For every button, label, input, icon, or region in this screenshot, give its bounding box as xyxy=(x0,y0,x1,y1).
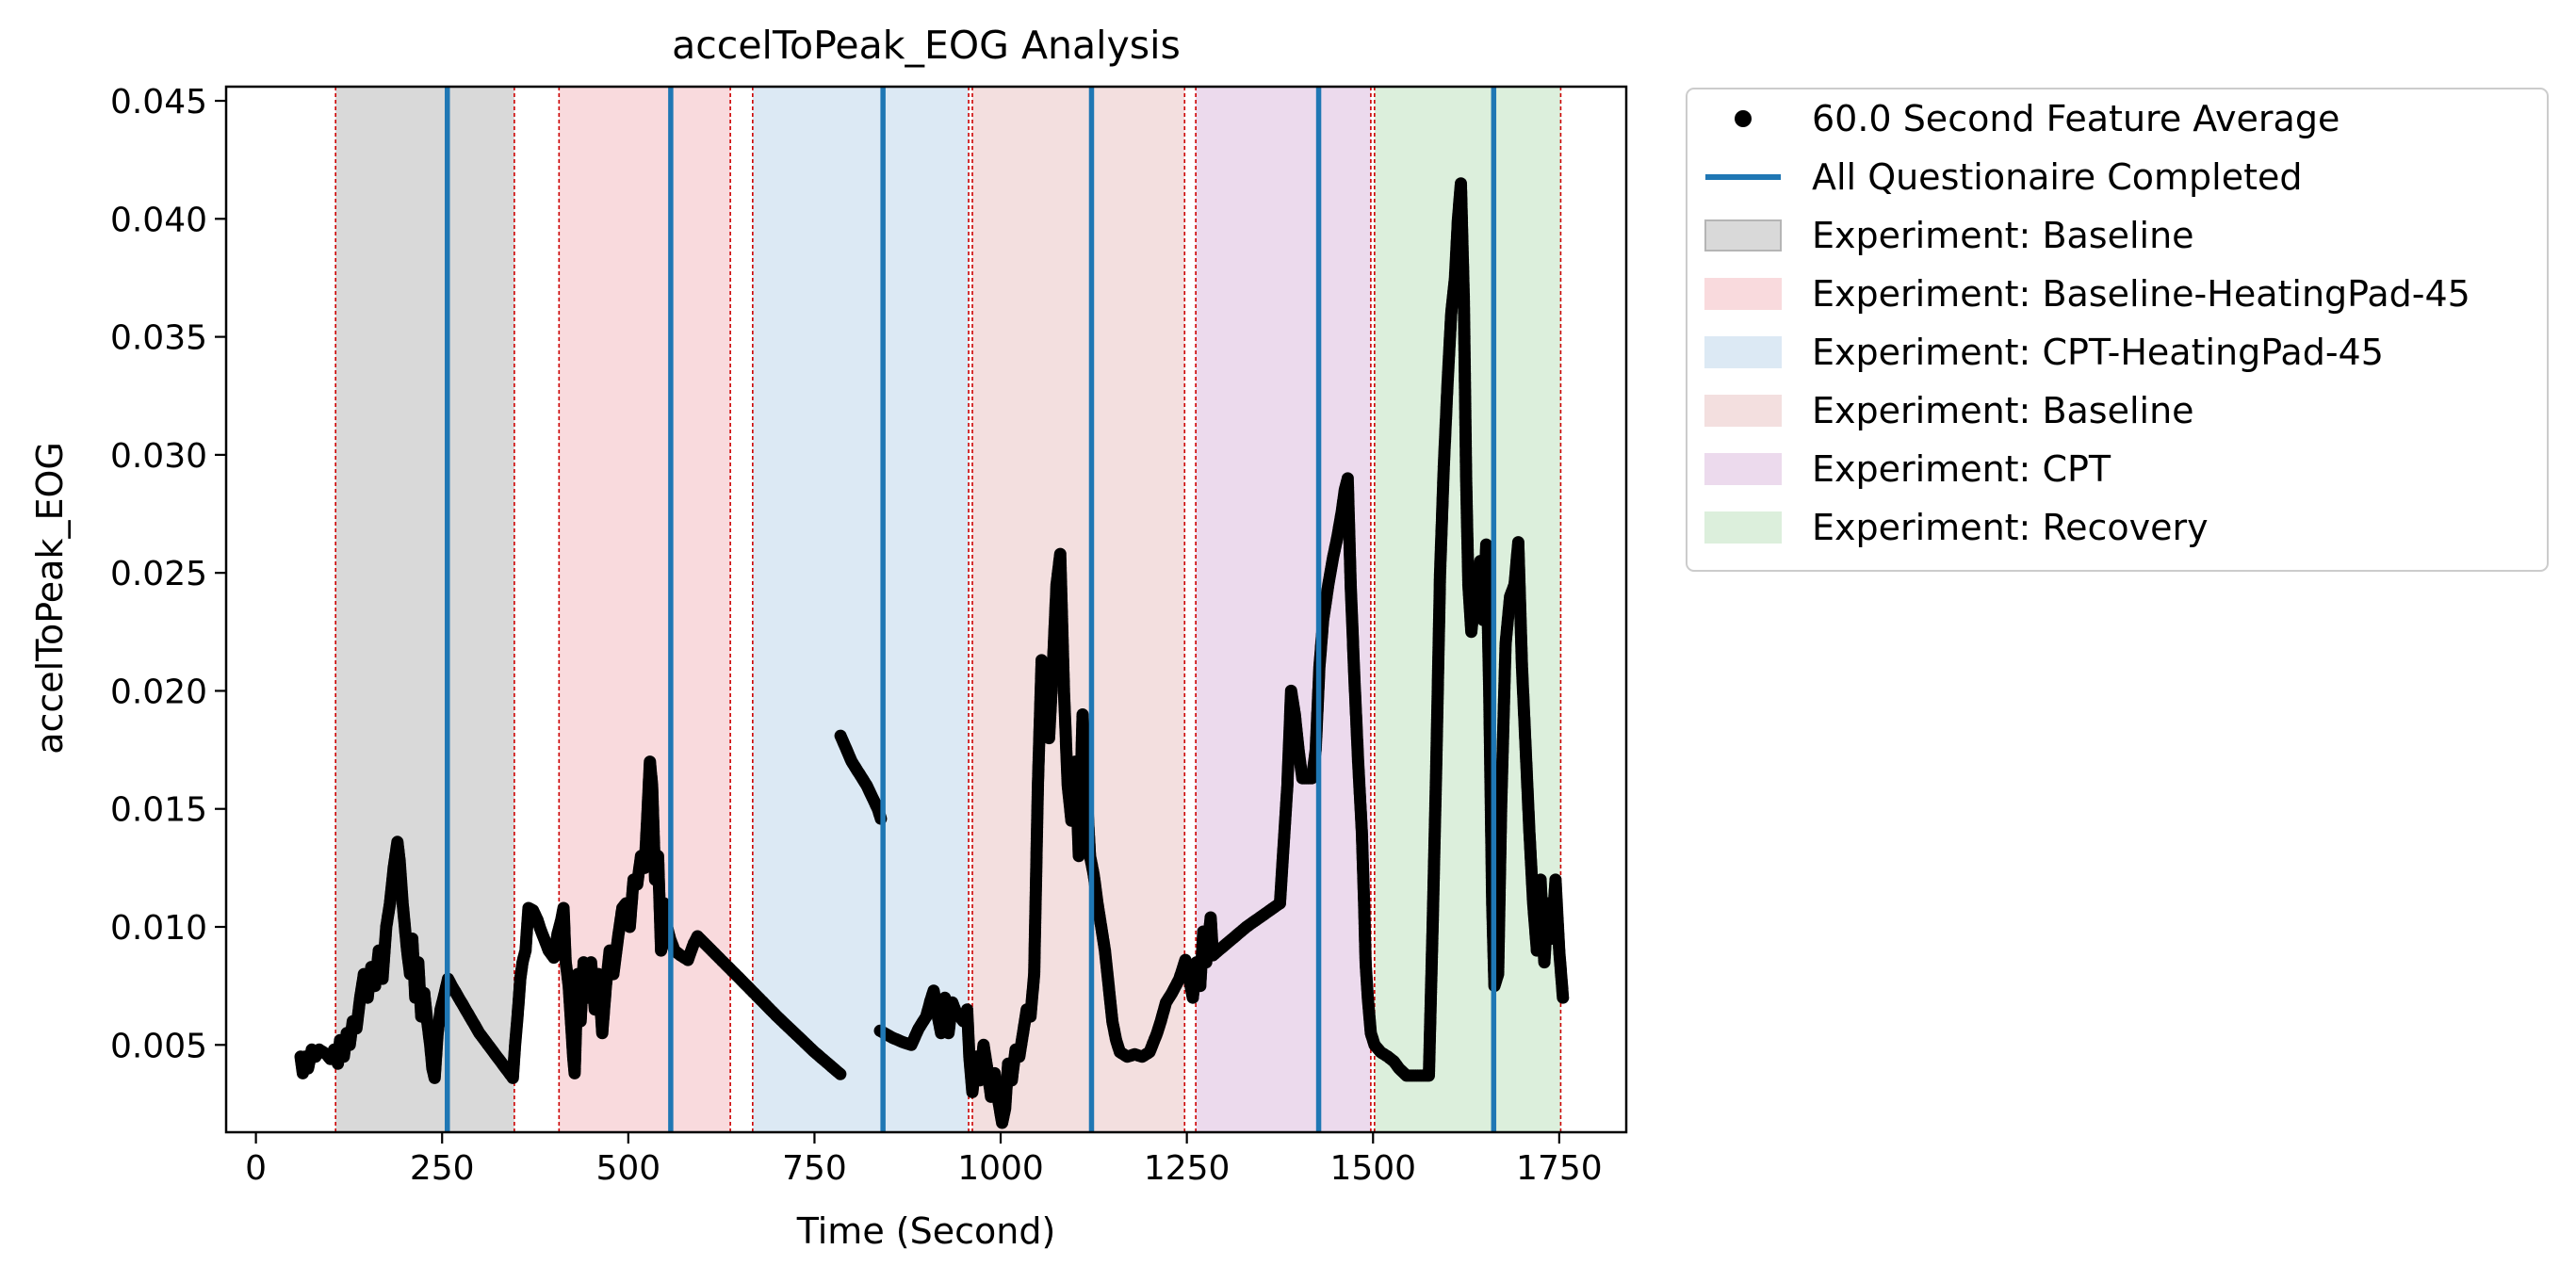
legend-patch xyxy=(1704,219,1782,252)
axes-frame xyxy=(224,85,1628,1134)
legend: 60.0 Second Feature Average All Questiona… xyxy=(1686,88,2549,572)
x-tick-label: 1750 xyxy=(1516,1149,1603,1188)
x-tick-label: 1000 xyxy=(957,1149,1044,1188)
y-tick-label: 0.015 xyxy=(110,791,207,830)
x-tick-label: 1250 xyxy=(1144,1149,1231,1188)
experiment-region-0 xyxy=(335,87,514,1132)
x-tick-label: 0 xyxy=(245,1149,267,1188)
legend-box xyxy=(1686,88,2549,572)
y-tick-label: 0.045 xyxy=(110,83,207,122)
y-tick-label: 0.010 xyxy=(110,909,207,948)
legend-label: Experiment: CPT xyxy=(1812,448,2111,490)
y-tick-label: 0.005 xyxy=(110,1027,207,1065)
feature-average-points xyxy=(294,177,1570,1129)
y-tick-label: 0.025 xyxy=(110,555,207,593)
legend-label: 60.0 Second Feature Average xyxy=(1812,98,2340,139)
legend-label: All Questionaire Completed xyxy=(1812,156,2303,198)
legend-label: Experiment: Baseline xyxy=(1812,390,2194,431)
data-point xyxy=(834,1067,847,1080)
x-tick-label: 750 xyxy=(782,1149,847,1188)
legend-label: Experiment: CPT-HeatingPad-45 xyxy=(1812,332,2384,373)
legend-patch xyxy=(1704,395,1782,427)
y-axis-label: accelToPeak_EOG xyxy=(29,442,71,755)
questionnaire-completed-lines xyxy=(445,87,1497,1132)
data-point xyxy=(1557,991,1570,1004)
x-axis-label: Time (Second) xyxy=(796,1210,1056,1252)
chart-title: accelToPeak_EOG Analysis xyxy=(672,23,1181,68)
experiment-region-2 xyxy=(752,87,970,1132)
y-tick-label: 0.030 xyxy=(110,437,207,476)
y-tick-label: 0.020 xyxy=(110,673,207,711)
experiment-region-3 xyxy=(972,87,1185,1132)
plot-area xyxy=(294,87,1570,1132)
legend-marker xyxy=(1735,110,1752,127)
legend-patch xyxy=(1704,453,1782,485)
legend-label: Experiment: Recovery xyxy=(1812,507,2209,548)
y-axis-ticks: 0.005 0.010 0.015 0.020 0.025 0.030 0.035 0.040… xyxy=(110,83,226,1065)
legend-patch xyxy=(1704,336,1782,368)
legend-label: Experiment: Baseline xyxy=(1812,215,2194,256)
legend-patch xyxy=(1704,278,1782,310)
y-tick-label: 0.040 xyxy=(110,201,207,239)
x-tick-label: 500 xyxy=(595,1149,660,1188)
experiment-regions xyxy=(335,87,1561,1132)
legend-patch xyxy=(1704,511,1782,544)
y-tick-label: 0.035 xyxy=(110,319,207,358)
legend-label: Experiment: Baseline-HeatingPad-45 xyxy=(1812,273,2470,315)
x-tick-label: 1500 xyxy=(1329,1149,1416,1188)
x-tick-label: 250 xyxy=(410,1149,475,1188)
x-axis-ticks: 0 250 500 750 1000 1250 1500 1750 xyxy=(245,1132,1603,1188)
experiment-region-4 xyxy=(1196,87,1371,1132)
